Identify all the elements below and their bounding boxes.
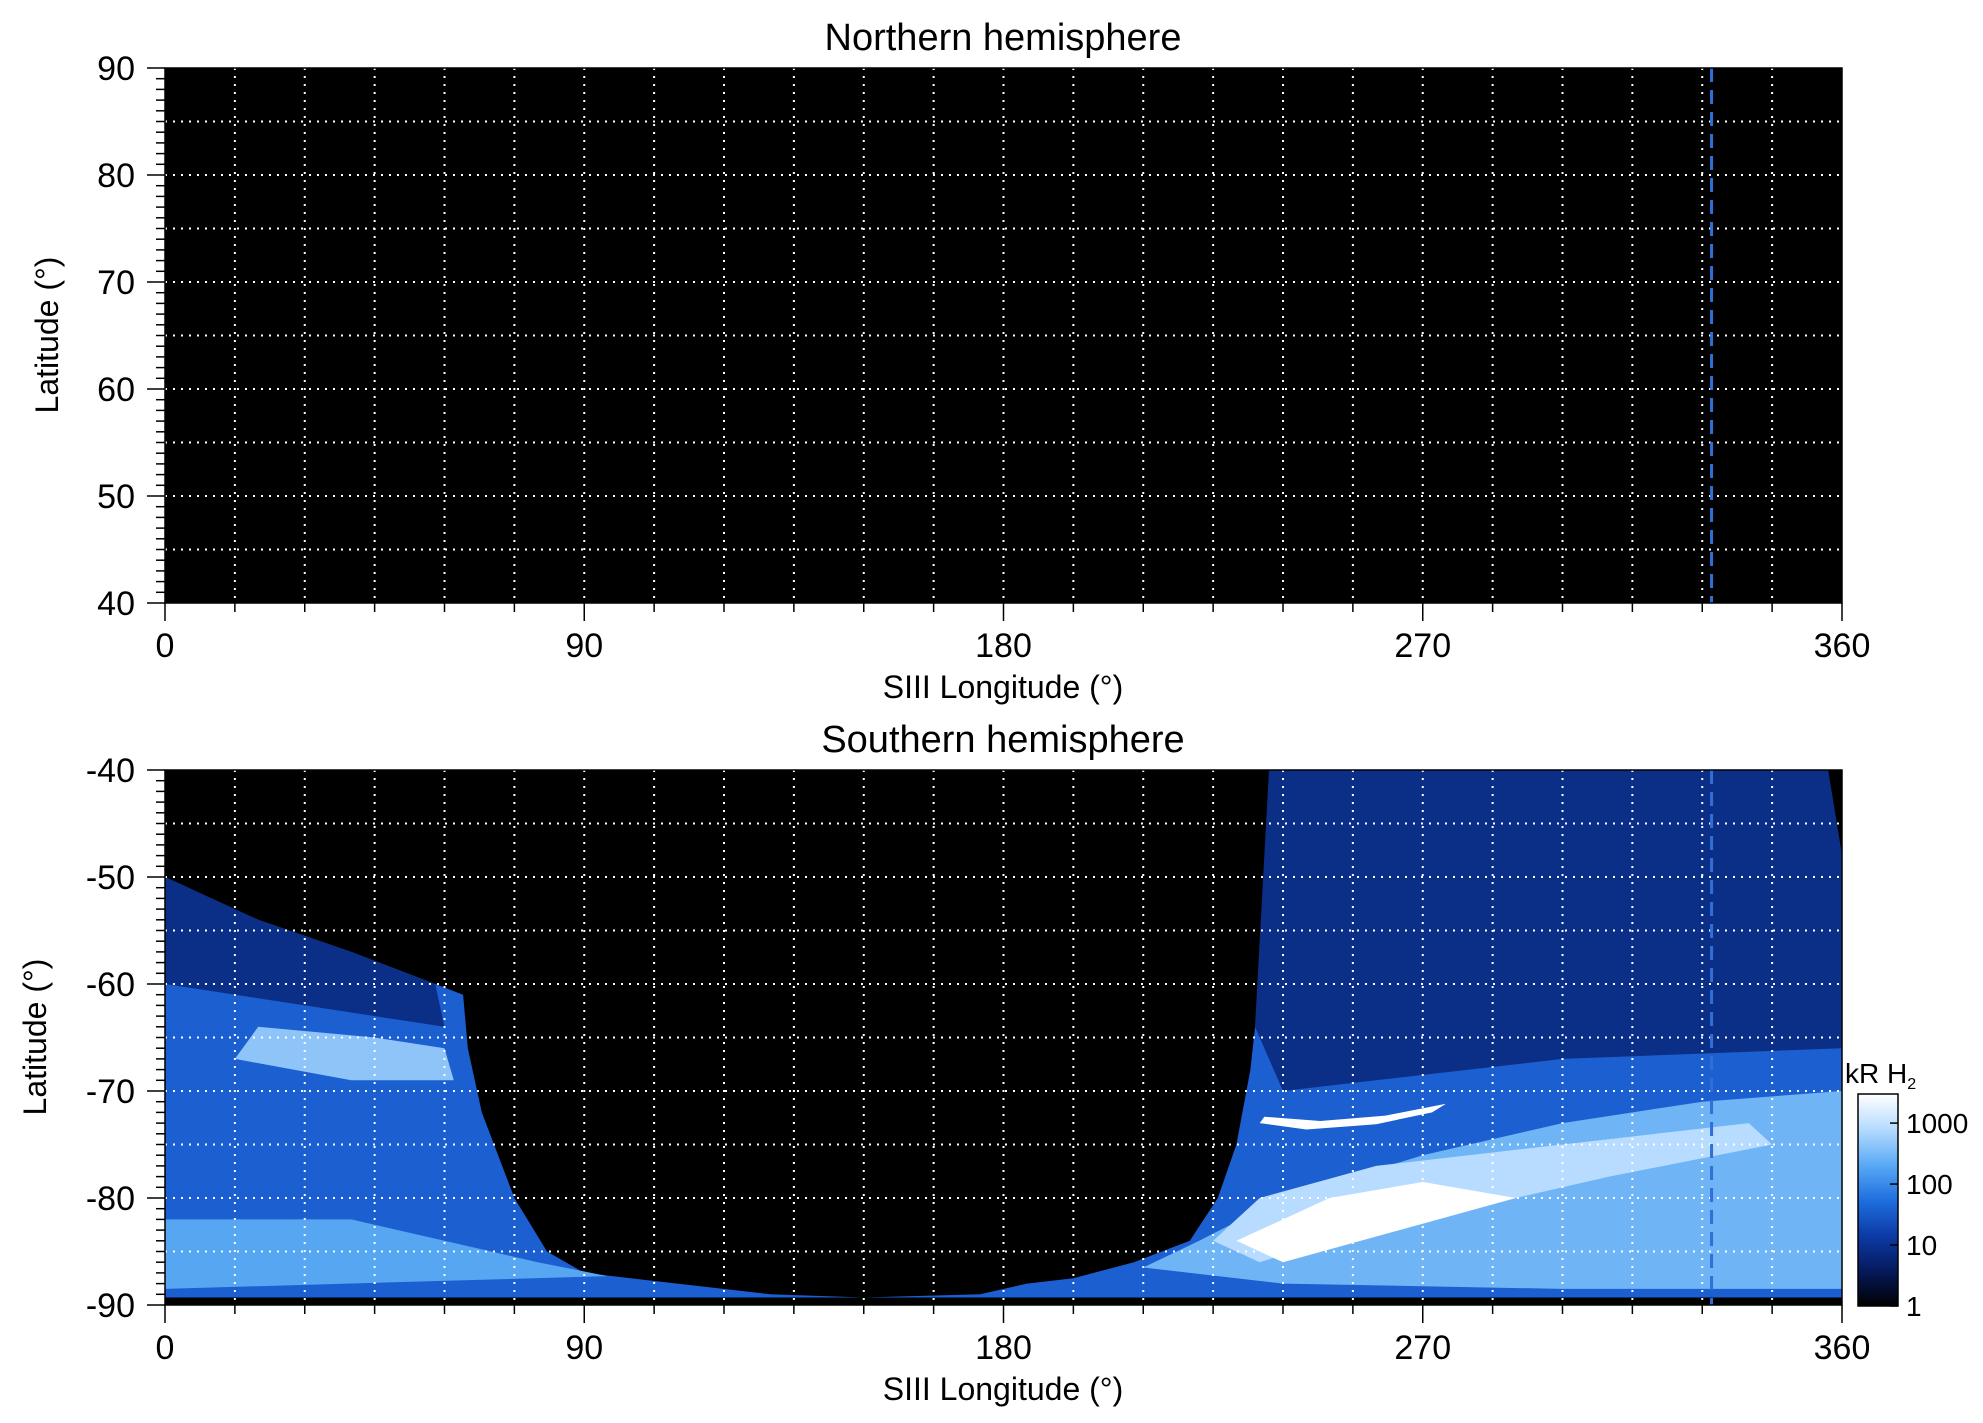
- southern-grid: [165, 770, 1842, 1305]
- colorbar-ticks: 1 10 100 1000: [1890, 1108, 1968, 1322]
- northern-grid: [165, 68, 1842, 603]
- x-tick-label: 180: [975, 627, 1032, 665]
- x-tick-label: 360: [1814, 1329, 1871, 1367]
- y-tick-label: -50: [86, 859, 135, 897]
- y-tick-label: -40: [86, 752, 135, 790]
- y-tick-label: 50: [97, 478, 135, 516]
- y-tick-label: -70: [86, 1073, 135, 1111]
- x-tick-label: 0: [156, 627, 175, 665]
- x-tick-label: 0: [156, 1329, 175, 1367]
- southern-x-axis-label: SIII Longitude (°): [883, 1371, 1123, 1407]
- northern-x-ticks: 0 90 180 270 360: [156, 627, 1871, 665]
- southern-title: Southern hemisphere: [821, 719, 1184, 761]
- x-tick-label: 270: [1394, 1329, 1451, 1367]
- northern-y-axis-label: Latitude (°): [29, 257, 65, 414]
- colorbar-tick-label: 10: [1906, 1230, 1937, 1261]
- plot-frame: [164, 769, 1843, 1306]
- y-tick-label: -60: [86, 966, 135, 1004]
- y-tick-label: 70: [97, 264, 135, 302]
- southern-y-axis-label: Latitude (°): [17, 959, 53, 1116]
- y-tick-label: 60: [97, 371, 135, 409]
- y-tick-label: 90: [97, 50, 135, 88]
- plot-frame: [164, 67, 1843, 604]
- y-tick-label: -90: [86, 1287, 135, 1325]
- southern-panel: Southern hemisphere 0 90 180 270 360 -90-80-…: [17, 719, 1870, 1407]
- colorbar-tick-label: 1000: [1906, 1108, 1968, 1139]
- y-tick-label: 80: [97, 157, 135, 195]
- colorbar-label-main: kR H: [1845, 1058, 1907, 1089]
- southern-minor-ticks: [147, 769, 1843, 1323]
- emission-region-6: [1236, 1182, 1516, 1263]
- northern-title: Northern hemisphere: [825, 17, 1182, 59]
- y-tick-label: -80: [86, 1180, 135, 1218]
- northern-y-ticks: 40 50 60 70 80 90: [97, 50, 135, 623]
- colorbar-tick-label: 100: [1906, 1169, 1953, 1200]
- northern-x-axis-label: SIII Longitude (°): [883, 669, 1123, 705]
- southern-x-ticks: 0 90 180 270 360: [156, 1329, 1871, 1367]
- northern-minor-ticks: [147, 67, 1843, 621]
- colorbar-label: kR H2: [1845, 1058, 1916, 1093]
- emission-region-1: [1255, 770, 1842, 1091]
- northern-panel: Northern hemisphere 0 90 180 270 360 40 50 60 7…: [29, 17, 1870, 705]
- colorbar-tick-label: 1: [1906, 1291, 1922, 1322]
- x-tick-label: 90: [565, 627, 603, 665]
- x-tick-label: 360: [1814, 627, 1871, 665]
- x-tick-label: 180: [975, 1329, 1032, 1367]
- southern-y-ticks: -90 -80 -70 -60 -50 -40: [86, 752, 135, 1325]
- emission-region-9: [234, 1026, 454, 1081]
- emission-region-7: [1259, 1103, 1446, 1130]
- emission-region-3: [165, 1219, 608, 1289]
- colorbar: kR H2 1 10 100 1000: [1845, 1058, 1968, 1322]
- x-tick-label: 270: [1394, 627, 1451, 665]
- y-tick-label: 40: [97, 585, 135, 623]
- colorbar-gradient: [1857, 1093, 1899, 1307]
- colorbar-label-subscript: 2: [1907, 1076, 1916, 1093]
- x-tick-label: 90: [565, 1329, 603, 1367]
